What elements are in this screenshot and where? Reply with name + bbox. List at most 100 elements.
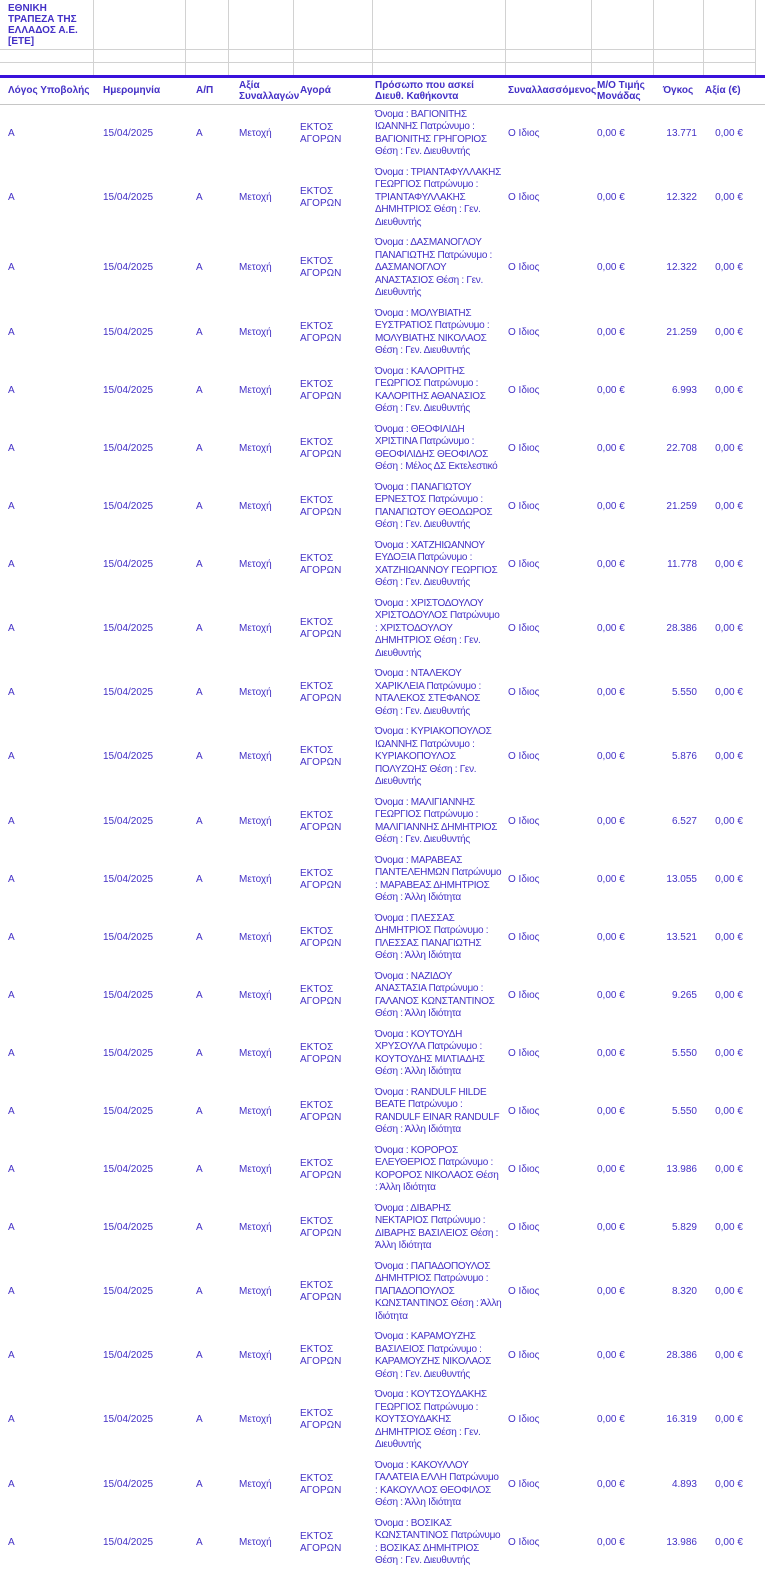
table-row: Α 15/04/2025 Α Μετοχή ΕΚΤΟΣ ΑΓΟΡΩΝ Όνομα : ΒΟ… (0, 1514, 755, 1572)
cell-counterparty: Ο Ιδιος (508, 815, 540, 827)
header-bottom-rule (0, 103, 765, 105)
cell-volume: 9.265 (671, 989, 697, 1001)
cell-date: 15/04/2025 (103, 622, 154, 634)
empty-cell (293, 49, 373, 63)
company-name: ΕΘΝΙΚΗ ΤΡΑΠΕΖΑ ΤΗΣ ΕΛΛΑΔΟΣ Α.Ε. [ΕΤΕ] (0, 0, 94, 50)
empty-cell (505, 49, 592, 63)
cell-date: 15/04/2025 (103, 1414, 154, 1426)
cell-ap: Α (196, 1221, 203, 1233)
table-row: Α 15/04/2025 Α Μετοχή ΕΚΤΟΣ ΑΓΟΡΩΝ Όνομα : ΔΙ… (0, 1199, 755, 1257)
cell-date: 15/04/2025 (103, 500, 154, 512)
col-header-value: Αξία (€) (705, 85, 741, 96)
cell-reason: Α (8, 815, 15, 827)
cell-market: ΕΚΤΟΣ ΑΓΟΡΩΝ (300, 1099, 342, 1123)
cell-market: ΕΚΤΟΣ ΑΓΟΡΩΝ (300, 1215, 342, 1239)
cell-ap: Α (196, 815, 203, 827)
cell-ap: Α (196, 989, 203, 1001)
cell-unit-price: 0,00 € (597, 815, 625, 827)
cell-person: Όνομα : ΔΙΒΑΡΗΣ ΝΕΚΤΑΡΙΟΣ Πατρώνυμο : ΔΙ… (375, 1202, 499, 1252)
cell-unit-price: 0,00 € (597, 1414, 625, 1426)
empty-row (0, 62, 756, 75)
table-row: Α 15/04/2025 Α Μετοχή ΕΚΤΟΣ ΑΓΟΡΩΝ Όνομα : ΚΑ… (0, 1327, 755, 1385)
cell-market: ΕΚΤΟΣ ΑΓΟΡΩΝ (300, 983, 342, 1007)
cell-person: Όνομα : ΝΤΑΛΕΚΟΥ ΧΑΡΙΚΛΕΙΑ Πατρώνυμο : Ν… (375, 668, 481, 717)
empty-cell (93, 62, 186, 75)
cell-reason: Α (8, 931, 15, 943)
table-row: Α 15/04/2025 Α Μετοχή ΕΚΤΟΣ ΑΓΟΡΩΝ Όνομα : ΜΟ… (0, 304, 755, 362)
table-row: Α 15/04/2025 Α Μετοχή ΕΚΤΟΣ ΑΓΟΡΩΝ Όνομα : ΜΑ… (0, 793, 755, 851)
cell-date: 15/04/2025 (103, 1163, 154, 1175)
cell-person: Όνομα : ΚΟΥΤΟΥΔΗ ΧΡΥΣΟΥΛΑ Πατρώνυμο : ΚΟ… (375, 1028, 485, 1078)
cell-value: 0,00 € (715, 326, 743, 338)
cell-market: ΕΚΤΟΣ ΑΓΟΡΩΝ (300, 552, 342, 576)
cell-ap: Α (196, 384, 203, 396)
cell-value: 0,00 € (715, 873, 743, 885)
cell-date: 15/04/2025 (103, 1221, 154, 1233)
cell-counterparty: Ο Ιδιος (508, 191, 540, 203)
cell-ap: Α (196, 558, 203, 570)
cell-date: 15/04/2025 (103, 262, 154, 274)
cell-transaction-type: Μετοχή (239, 262, 272, 274)
empty-cell (228, 49, 294, 63)
cell-value: 0,00 € (715, 1350, 743, 1361)
cell-volume: 22.708 (666, 442, 697, 454)
cell-person: Όνομα : ΚΟΡΟΡΟΣ ΕΛΕΥΘΕΡΙΟΣ Πατρώνυμο : Κ… (375, 1144, 499, 1194)
cell-counterparty: Ο Ιδιος (508, 1536, 540, 1548)
col-header-volume: Όγκος (662, 85, 694, 96)
cell-reason: Α (8, 1047, 15, 1059)
cell-ap: Α (196, 1047, 203, 1059)
table-row: Α 15/04/2025 Α Μετοχή ΕΚΤΟΣ ΑΓΟΡΩΝ Όνομα : ΚΟ… (0, 1385, 755, 1456)
cell-person: Όνομα : ΧΡΙΣΤΟΔΟΥΛΟΥ ΧΡΙΣΤΟΔΟΥΛΟΣ Πατρών… (375, 597, 500, 659)
cell-person: Όνομα : ΝΑΖΙΔΟΥ ΑΝΑΣΤΑΣΙΑ Πατρώνυμο : ΓΑ… (375, 970, 495, 1020)
cell-market: ΕΚΤΟΣ ΑΓΟΡΩΝ (300, 436, 342, 460)
empty-cell (703, 49, 756, 63)
table-row: Α 15/04/2025 Α Μετοχή ΕΚΤΟΣ ΑΓΟΡΩΝ Όνομα : ΚΟ… (0, 1025, 755, 1083)
cell-reason: Α (8, 873, 15, 885)
empty-cell (228, 62, 294, 75)
cell-counterparty: Ο Ιδιος (508, 622, 540, 634)
cell-unit-price: 0,00 € (597, 1536, 625, 1548)
table-row: Α 15/04/2025 Α Μετοχή ΕΚΤΟΣ ΑΓΟΡΩΝ Όνομα : ΤΡ… (0, 163, 755, 234)
cell-unit-price: 0,00 € (597, 1163, 625, 1175)
empty-row (0, 49, 756, 63)
table-row: Α 15/04/2025 Α Μετοχή ΕΚΤΟΣ ΑΓΟΡΩΝ Όνομα : ΧΡ… (0, 594, 755, 665)
cell-person: Όνομα : ΜΑΡΑΒΕΑΣ ΠΑΝΤΕΛΕΗΜΩΝ Πατρώνυμο :… (375, 854, 502, 904)
cell-market: ΕΚΤΟΣ ΑΓΟΡΩΝ (300, 745, 342, 769)
cell-value: 0,00 € (715, 1414, 743, 1426)
cell-person: Όνομα : ΚΑΛΟΡΙΤΗΣ ΓΕΩΡΓΙΟΣ Πατρώνυμο : Κ… (375, 365, 486, 415)
col-header-person: Πρόσωπο που ασκεί Διευθ. Καθήκοντα (375, 79, 474, 102)
cell-volume: 11.778 (667, 558, 697, 570)
cell-market: ΕΚΤΟΣ ΑΓΟΡΩΝ (300, 185, 342, 209)
cell-reason: Α (8, 1105, 15, 1117)
cell-transaction-type: Μετοχή (239, 1047, 272, 1059)
empty-cell (653, 49, 704, 63)
cell-transaction-type: Μετοχή (239, 1163, 272, 1175)
cell-date: 15/04/2025 (103, 1285, 154, 1297)
table-row: Α 15/04/2025 Α Μετοχή ΕΚΤΟΣ ΑΓΟΡΩΝ Όνομα : ΒΑ… (0, 105, 755, 163)
cell-volume: 21.259 (666, 326, 697, 338)
cell-unit-price: 0,00 € (597, 989, 625, 1001)
cell-transaction-type: Μετοχή (239, 815, 272, 827)
table-row: Α 15/04/2025 Α Μετοχή ΕΚΤΟΣ ΑΓΟΡΩΝ Όνομα : ΜΑ… (0, 851, 755, 909)
cell-unit-price: 0,00 € (597, 384, 625, 396)
table-row: Α 15/04/2025 Α Μετοχή ΕΚΤΟΣ ΑΓΟΡΩΝ Όνομα : ΚΥ… (0, 722, 755, 793)
cell-ap: Α (196, 873, 203, 885)
cell-counterparty: Ο Ιδιος (508, 384, 540, 396)
empty-cell (293, 0, 373, 50)
cell-counterparty: Ο Ιδιος (508, 931, 540, 943)
cell-market: ΕΚΤΟΣ ΑΓΟΡΩΝ (300, 1041, 342, 1065)
cell-market: ΕΚΤΟΣ ΑΓΟΡΩΝ (300, 256, 342, 280)
cell-reason: Α (8, 989, 15, 1001)
cell-date: 15/04/2025 (103, 558, 154, 570)
cell-date: 15/04/2025 (103, 1047, 154, 1059)
cell-transaction-type: Μετοχή (239, 442, 272, 454)
cell-counterparty: Ο Ιδιος (508, 873, 540, 885)
cell-market: ΕΚΤΟΣ ΑΓΟΡΩΝ (300, 1472, 342, 1496)
cell-unit-price: 0,00 € (597, 127, 625, 139)
cell-value: 0,00 € (715, 500, 743, 512)
cell-date: 15/04/2025 (103, 931, 154, 943)
cell-counterparty: Ο Ιδιος (508, 442, 540, 454)
cell-market: ΕΚΤΟΣ ΑΓΟΡΩΝ (300, 925, 342, 949)
cell-counterparty: Ο Ιδιος (508, 500, 540, 512)
cell-date: 15/04/2025 (103, 1105, 154, 1117)
